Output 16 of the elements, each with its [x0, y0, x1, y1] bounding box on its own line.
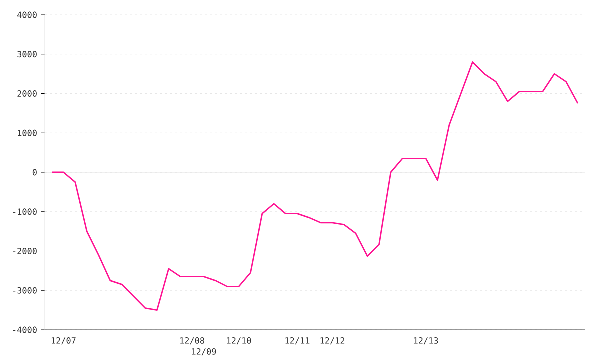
x-tick-label: 12/09 — [192, 348, 216, 356]
y-tick-label: -2000 — [13, 248, 37, 254]
x-tick-label: 12/07 — [52, 338, 76, 345]
y-tick-label: 2000 — [18, 90, 37, 97]
x-tick-label: 12/10 — [227, 338, 252, 345]
y-tick-label: 1000 — [18, 130, 37, 136]
y-tick-label: 0 — [32, 169, 37, 176]
y-tick-label: 4000 — [18, 12, 37, 18]
y-tick-label: -4000 — [13, 326, 37, 334]
x-tick-label: 12/11 — [286, 338, 310, 345]
x-tick-label: 12/13 — [414, 338, 438, 345]
x-tick-label: 12/12 — [320, 338, 345, 345]
y-tick-label: -3000 — [13, 287, 37, 294]
y-tick-label: -1000 — [13, 208, 37, 216]
x-tick-label: 12/08 — [180, 338, 204, 345]
y-tick-label: 3000 — [18, 51, 37, 58]
